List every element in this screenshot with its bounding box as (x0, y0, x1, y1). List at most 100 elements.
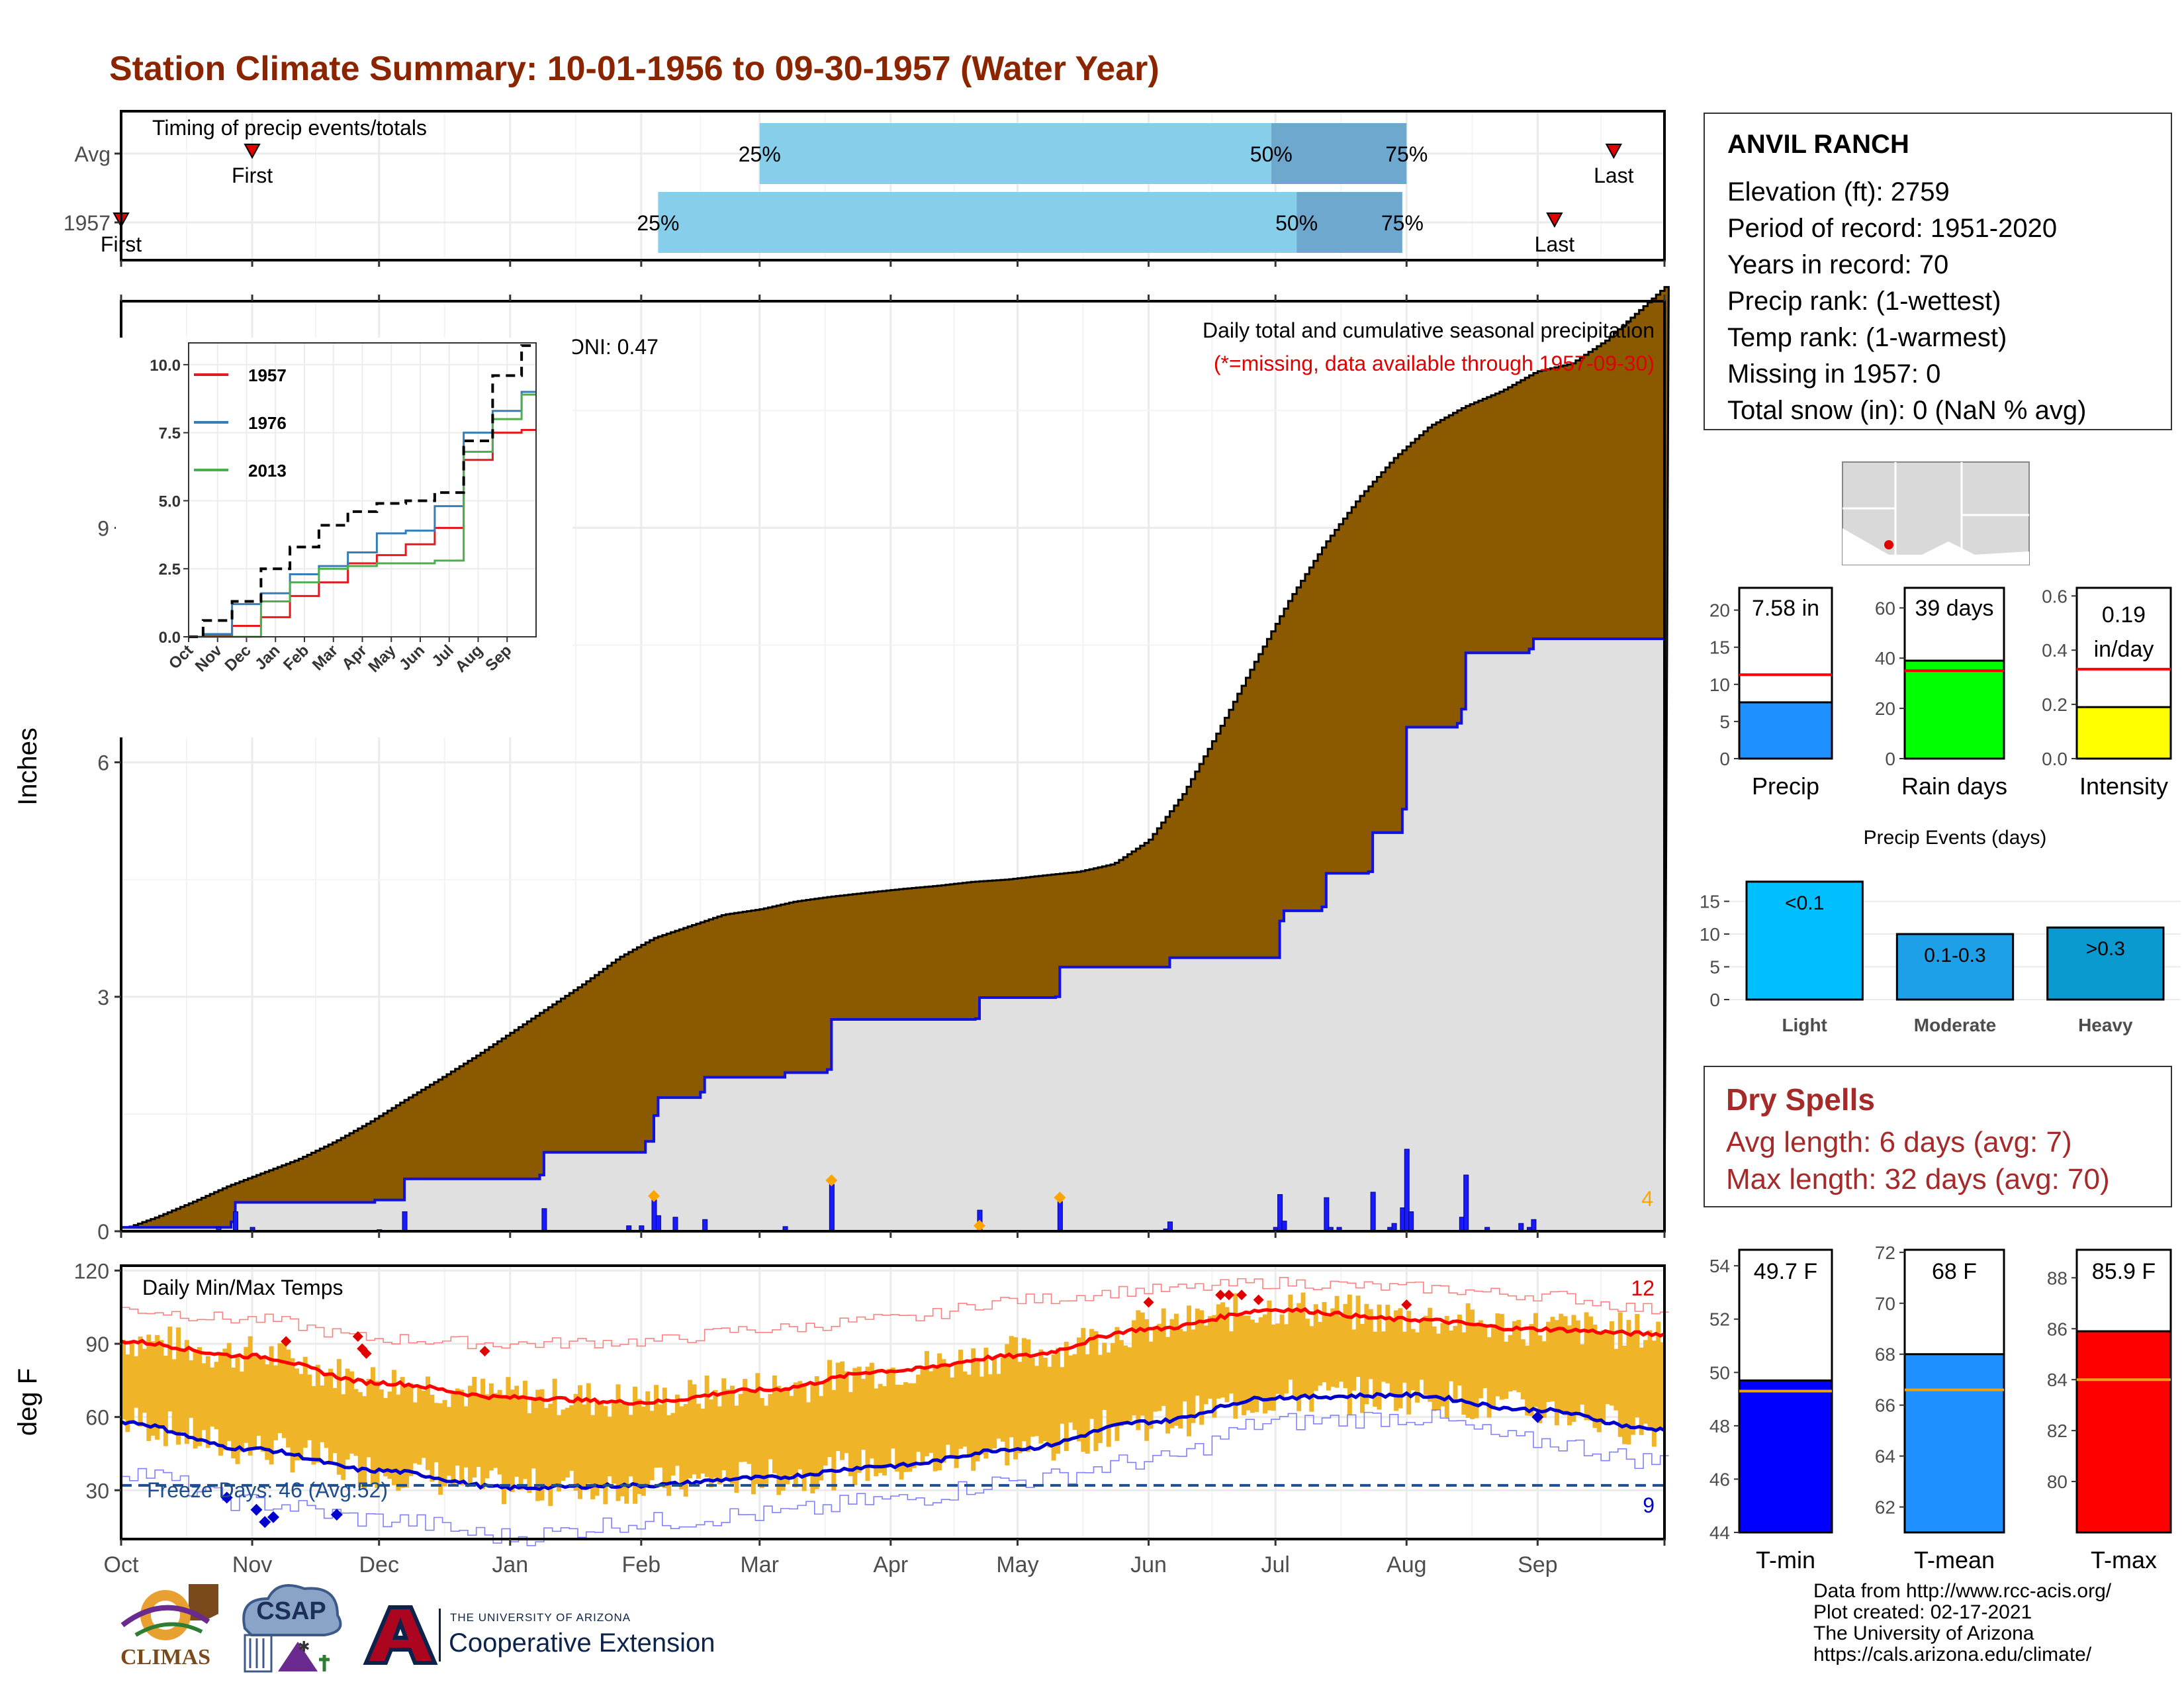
temp-daily-bar (1000, 1357, 1005, 1442)
temp-daily-bar (1246, 1315, 1251, 1411)
temp-daily-bar (463, 1406, 469, 1468)
temp-daily-bar (510, 1389, 515, 1492)
temp-daily-bar (1199, 1310, 1205, 1425)
temp-daily-bar (218, 1353, 223, 1456)
temp-daily-bar (1432, 1326, 1437, 1411)
temp-daily-bar (1060, 1367, 1065, 1424)
temp-daily-bar (709, 1399, 714, 1487)
temp-daily-bar (945, 1364, 950, 1445)
temp-daily-bar (619, 1403, 625, 1497)
temp-daily-bar (734, 1405, 739, 1493)
temp-daily-bar (484, 1394, 490, 1479)
temp-daily-bar (235, 1355, 240, 1464)
precip-daily-bar (233, 1211, 239, 1232)
intensity-y-tick-label: 0.2 (2042, 694, 2068, 715)
temp-daily-bar (954, 1364, 959, 1468)
temp-daily-bar (1283, 1324, 1289, 1394)
temp-daily-bar (831, 1389, 837, 1491)
temp-daily-bar (273, 1365, 278, 1440)
temp-daily-bar (357, 1392, 363, 1487)
temp-daily-bar (1279, 1314, 1285, 1397)
events-bar-label: 0.1-0.3 (1924, 945, 1985, 966)
temp-daily-bar (895, 1384, 900, 1472)
timing-label-75: 75% (1385, 142, 1428, 166)
inset-y-tick-label: 2.5 (159, 561, 181, 579)
temp-x-tick-label: Jun (1130, 1552, 1167, 1577)
temp-daily-bar (286, 1349, 291, 1448)
temp-daily-bar (150, 1341, 156, 1436)
temp-record-high-marker (1253, 1294, 1264, 1305)
temp-daily-bar (637, 1399, 642, 1494)
temp-daily-bar (1449, 1330, 1454, 1382)
temp-daily-bar (688, 1380, 693, 1479)
station-snow: Total snow (in): 0 (NaN % avg) (1727, 396, 2087, 425)
csap-logo: ✱ CSAP (232, 1579, 347, 1681)
csap-logo-text: CSAP (256, 1597, 326, 1625)
temp-plot-border (120, 1264, 1666, 1540)
temp-daily-bar (772, 1375, 777, 1474)
temp-daily-bar (138, 1336, 143, 1427)
temp-daily-bar (882, 1386, 887, 1476)
precip-daily-bar (1531, 1219, 1537, 1232)
events-bar-label: >0.3 (2086, 938, 2125, 960)
temp-x-tick-label: Jan (492, 1552, 528, 1577)
temp-daily-bar (155, 1335, 160, 1440)
temp-daily-bar (324, 1372, 329, 1448)
timing-bar-25-50-Avg (759, 123, 1271, 184)
tmean-total-y-tick-label: 70 (1875, 1293, 1895, 1314)
temp-daily-bar (861, 1379, 866, 1450)
timing-row-label: 1957 (64, 211, 111, 235)
temp-daily-bar (336, 1359, 341, 1475)
temp-daily-bar (1271, 1324, 1276, 1411)
rain-days-value-label: 39 days (1915, 596, 1993, 621)
temp-daily-bar (1068, 1355, 1073, 1423)
temp-daily-bar (907, 1383, 913, 1472)
temp-daily-bar (683, 1403, 688, 1497)
temp-daily-bar (557, 1415, 562, 1492)
precip-daily-bar (1370, 1192, 1376, 1232)
temp-daily-bar (1242, 1315, 1247, 1415)
temp-daily-bar (1541, 1341, 1547, 1418)
temp-daily-bar (1499, 1314, 1504, 1400)
temp-daily-bar (239, 1371, 244, 1452)
temp-daily-bar (1533, 1313, 1538, 1407)
temp-daily-bar (1152, 1327, 1158, 1412)
tmax-total-y-tick-label: 82 (2047, 1421, 2068, 1441)
temp-daily-bar (1508, 1335, 1513, 1392)
temp-daily-bar (522, 1380, 527, 1479)
tmax-total-value-label: 85.9 F (2092, 1259, 2156, 1284)
temp-daily-bar (1347, 1294, 1352, 1416)
temp-daily-bar (531, 1397, 536, 1469)
intensity-y-tick-label: 0.4 (2042, 640, 2068, 661)
temp-record-high-marker (1401, 1299, 1412, 1310)
temp-daily-bar (142, 1348, 147, 1413)
temp-daily-bar (704, 1376, 709, 1477)
precip-cumulative-1957-area (121, 639, 1664, 1231)
temp-daily-bar (353, 1389, 359, 1456)
events-category-label: Heavy (2078, 1015, 2133, 1035)
tmax-total-y-tick-label: 84 (2047, 1370, 2068, 1390)
temp-daily-bar (1410, 1329, 1416, 1391)
station-period: Period of record: 1951-2020 (1727, 214, 2058, 243)
temp-daily-bar (975, 1362, 980, 1462)
temp-daily-bar (561, 1409, 566, 1481)
temp-daily-bar (1520, 1339, 1525, 1400)
temp-daily-bar (1601, 1330, 1606, 1425)
temp-daily-bar (1622, 1345, 1627, 1444)
temp-daily-bar (780, 1388, 786, 1491)
temp-daily-bar (1580, 1344, 1585, 1405)
temp-daily-bar (827, 1360, 832, 1458)
temp-daily-bar (1609, 1321, 1614, 1406)
tmax-total-y-tick-label: 88 (2047, 1268, 2068, 1288)
temp-x-tick-label: Aug (1387, 1552, 1427, 1577)
inset-legend-label: 2013 (248, 461, 287, 481)
temp-daily-bar (806, 1402, 811, 1476)
temp-daily-bar (294, 1368, 299, 1461)
temp-y-tick-label: 60 (85, 1406, 109, 1430)
intensity-category-label: Intensity (2079, 773, 2168, 800)
temp-daily-bar (201, 1363, 206, 1430)
temp-x-tick-label: May (996, 1552, 1038, 1577)
temp-x-tick-label: Nov (232, 1552, 272, 1577)
temp-daily-bar (886, 1368, 891, 1465)
precip-daily-bar (1057, 1201, 1063, 1232)
